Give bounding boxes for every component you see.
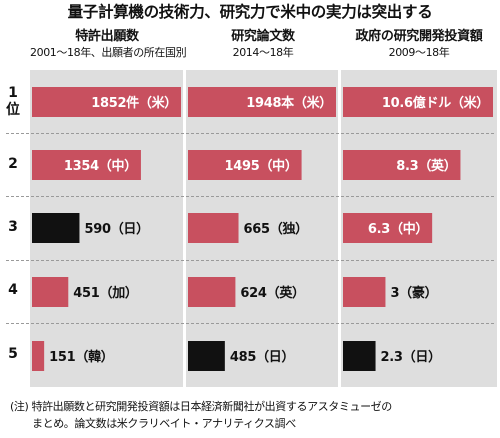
bar: [32, 150, 141, 180]
bar: [188, 213, 239, 243]
bar-value-label: 1852件（米）: [91, 95, 177, 111]
bar-value-label: 6.3（中）: [368, 221, 428, 237]
bar: [343, 213, 433, 243]
bar: [343, 341, 376, 371]
bar: [32, 87, 181, 117]
rank-label-4: 4: [8, 282, 18, 298]
column-title-papers: 研究論文数: [231, 29, 295, 44]
rank-suffix: 位: [6, 102, 20, 118]
bar-value-label: 485（日）: [230, 349, 294, 365]
row-divider: [6, 323, 494, 324]
footnote-line: まとめ。論文数は米クラリベイト・アナリティクス調べ: [32, 417, 296, 430]
bar: [188, 341, 225, 371]
bar: [32, 341, 45, 371]
bar-value-label: 151（韓）: [49, 349, 113, 365]
bar: [343, 150, 461, 180]
column-title-investment: 政府の研究開発投資額: [355, 29, 483, 44]
rank-label-2: 2: [8, 156, 18, 172]
column-subtitle-investment: 2009～18年: [388, 46, 450, 59]
rank-label-5: 5: [8, 346, 18, 362]
bar-value-label: 8.3（英）: [396, 158, 456, 174]
row-divider: [6, 196, 494, 197]
bar: [343, 87, 493, 117]
row-divider: [6, 133, 494, 134]
bar-value-label: 10.6億ドル（米）: [382, 95, 489, 111]
bar-value-label: 665（独）: [244, 221, 308, 237]
column-title-patents: 特許出願数: [75, 29, 139, 44]
rank-label-3: 3: [8, 219, 18, 235]
column-header-patents: 特許出願数 2001～18年、出願者の所在国別: [30, 28, 187, 60]
bar: [188, 150, 302, 180]
row-divider: [6, 260, 494, 261]
bar: [343, 277, 386, 307]
footnote-line: (注) 特許出願数と研究開発投資額は日本経済新聞社が出資するアスタミューゼの: [10, 400, 392, 413]
bar-value-label: 2.3（日）: [381, 349, 441, 365]
bar-value-label: 624（英）: [240, 285, 304, 301]
rank-label-1: 1 位: [0, 85, 26, 119]
bar-value-label: 451（加）: [73, 285, 137, 301]
bar: [188, 277, 236, 307]
bar-value-label: 3（豪）: [390, 285, 437, 301]
footnote: (注) 特許出願数と研究開発投資額は日本経済新聞社が出資するアスタミューゼの ま…: [10, 398, 496, 432]
column-subtitle-patents: 2001～18年、出願者の所在国別: [30, 46, 187, 59]
rank-number: 1: [8, 85, 18, 101]
chart-title: 量子計算機の技術力、研究力で米中の実力は突出する: [67, 3, 433, 21]
column-subtitle-papers: 2014～18年: [232, 46, 294, 59]
bar-value-label: 590（日）: [84, 221, 148, 237]
bar-value-label: 1495（中）: [224, 158, 297, 174]
bar: [32, 213, 80, 243]
column-header-investment: 政府の研究開発投資額 2009～18年: [340, 28, 498, 60]
bar-value-label: 1354（中）: [64, 158, 137, 174]
bar: [32, 277, 69, 307]
bar-value-label: 1948本（米）: [246, 95, 332, 111]
column-header-papers: 研究論文数 2014～18年: [186, 28, 340, 60]
bar: [188, 87, 336, 117]
